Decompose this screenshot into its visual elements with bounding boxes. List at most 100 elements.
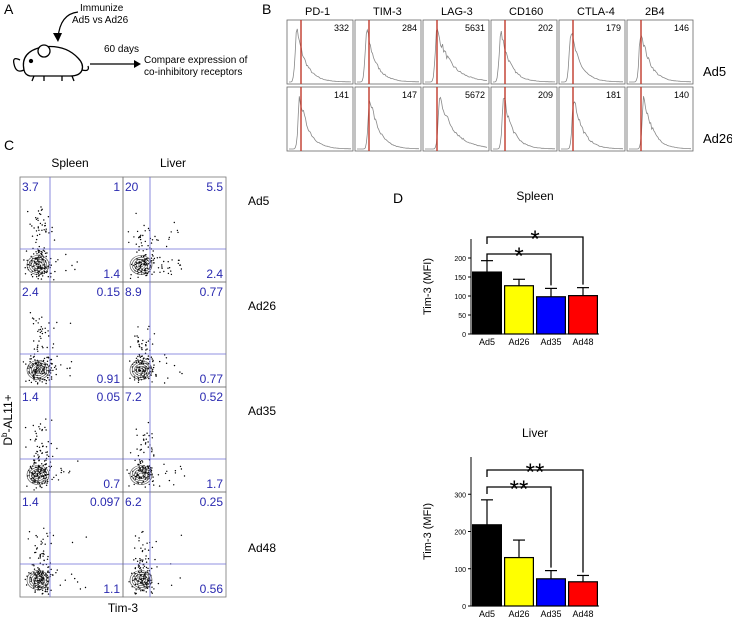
event-dot bbox=[151, 546, 154, 549]
event-dot bbox=[38, 460, 40, 462]
event-dot bbox=[47, 480, 49, 483]
event-dot bbox=[144, 548, 146, 550]
event-dot bbox=[39, 562, 41, 564]
event-dot bbox=[33, 587, 35, 589]
event-dot bbox=[141, 460, 143, 462]
event-dot bbox=[145, 558, 147, 560]
event-dot bbox=[56, 447, 58, 450]
event-dot bbox=[50, 568, 52, 571]
x-axis-label: Tim-3 bbox=[108, 601, 139, 615]
contour bbox=[138, 262, 144, 268]
event-dot bbox=[168, 236, 170, 239]
event-dot bbox=[139, 562, 141, 564]
event-dot bbox=[135, 557, 137, 560]
event-dot bbox=[50, 362, 52, 364]
event-dot bbox=[150, 257, 153, 259]
contour bbox=[129, 570, 153, 590]
event-dot bbox=[138, 565, 141, 567]
bar bbox=[567, 295, 598, 335]
event-dot bbox=[150, 367, 152, 369]
event-dot bbox=[152, 368, 154, 371]
significance-bracket bbox=[486, 469, 584, 573]
event-dot bbox=[138, 459, 141, 461]
event-dot bbox=[74, 268, 76, 271]
event-dot bbox=[151, 592, 153, 594]
event-dot bbox=[136, 580, 139, 582]
event-dot bbox=[60, 471, 62, 474]
contour bbox=[33, 365, 43, 375]
event-dot bbox=[167, 377, 169, 379]
event-dot bbox=[47, 577, 49, 579]
event-dot bbox=[40, 337, 42, 340]
significance-label: ** bbox=[510, 476, 529, 503]
histogram-frame bbox=[422, 19, 490, 85]
event-dot bbox=[52, 347, 54, 349]
event-dot bbox=[137, 564, 140, 566]
event-dot bbox=[35, 548, 38, 550]
event-dot bbox=[39, 554, 41, 557]
event-dot bbox=[137, 583, 139, 585]
event-dot bbox=[132, 579, 134, 582]
interval-text: 60 days bbox=[104, 44, 139, 55]
contour bbox=[28, 362, 48, 378]
event-dot bbox=[34, 590, 36, 592]
x-tick-label: Ad35 bbox=[540, 337, 561, 347]
event-dot bbox=[151, 433, 153, 435]
event-dot bbox=[143, 585, 145, 587]
event-dot bbox=[39, 571, 42, 573]
event-dot bbox=[168, 479, 171, 482]
event-dot bbox=[34, 472, 36, 475]
event-dot bbox=[141, 550, 144, 553]
event-dot bbox=[47, 377, 49, 379]
event-dot bbox=[27, 210, 29, 213]
event-dot bbox=[33, 565, 35, 567]
event-dot bbox=[143, 590, 145, 592]
event-dot bbox=[28, 531, 31, 533]
event-dot bbox=[135, 361, 137, 364]
event-dot bbox=[24, 426, 27, 429]
contour bbox=[33, 470, 43, 480]
event-dot bbox=[179, 371, 181, 373]
mfi-value: 209 bbox=[538, 90, 553, 100]
event-dot bbox=[136, 474, 138, 476]
event-dot bbox=[135, 243, 137, 245]
event-dot bbox=[39, 380, 41, 382]
event-dot bbox=[40, 475, 42, 477]
event-dot bbox=[151, 437, 153, 439]
quadrant-value: 0.25 bbox=[200, 495, 224, 509]
event-dot bbox=[139, 235, 141, 237]
event-dot bbox=[144, 434, 146, 436]
bar bbox=[472, 271, 503, 335]
event-dot bbox=[153, 454, 155, 456]
event-dot bbox=[134, 459, 136, 462]
event-dot bbox=[25, 380, 27, 382]
event-dot bbox=[29, 223, 31, 225]
event-dot bbox=[141, 348, 143, 351]
quadrant-value: 6.2 bbox=[125, 495, 142, 509]
event-dot bbox=[69, 322, 72, 324]
histogram-frame bbox=[558, 86, 626, 152]
quadrant-value: 1.1 bbox=[103, 582, 120, 596]
event-dot bbox=[153, 364, 155, 366]
event-dot bbox=[157, 474, 160, 476]
event-dot bbox=[147, 558, 150, 560]
contour bbox=[31, 258, 45, 271]
event-dot bbox=[135, 261, 137, 263]
event-dot bbox=[35, 452, 37, 455]
bar bbox=[535, 578, 566, 607]
event-dot bbox=[140, 570, 142, 573]
mfi-value: 5672 bbox=[465, 90, 485, 100]
event-dot bbox=[35, 320, 37, 322]
event-dot bbox=[42, 538, 44, 540]
event-dot bbox=[31, 225, 33, 227]
event-dot bbox=[25, 250, 28, 252]
event-dot bbox=[25, 446, 27, 448]
event-dot bbox=[140, 242, 143, 244]
event-dot bbox=[141, 589, 144, 592]
y-tick-label: 100 bbox=[454, 294, 466, 301]
event-dot bbox=[141, 469, 144, 471]
event-dot bbox=[146, 348, 148, 350]
event-dot bbox=[31, 276, 34, 278]
event-dot bbox=[137, 336, 139, 339]
event-dot bbox=[151, 358, 153, 360]
